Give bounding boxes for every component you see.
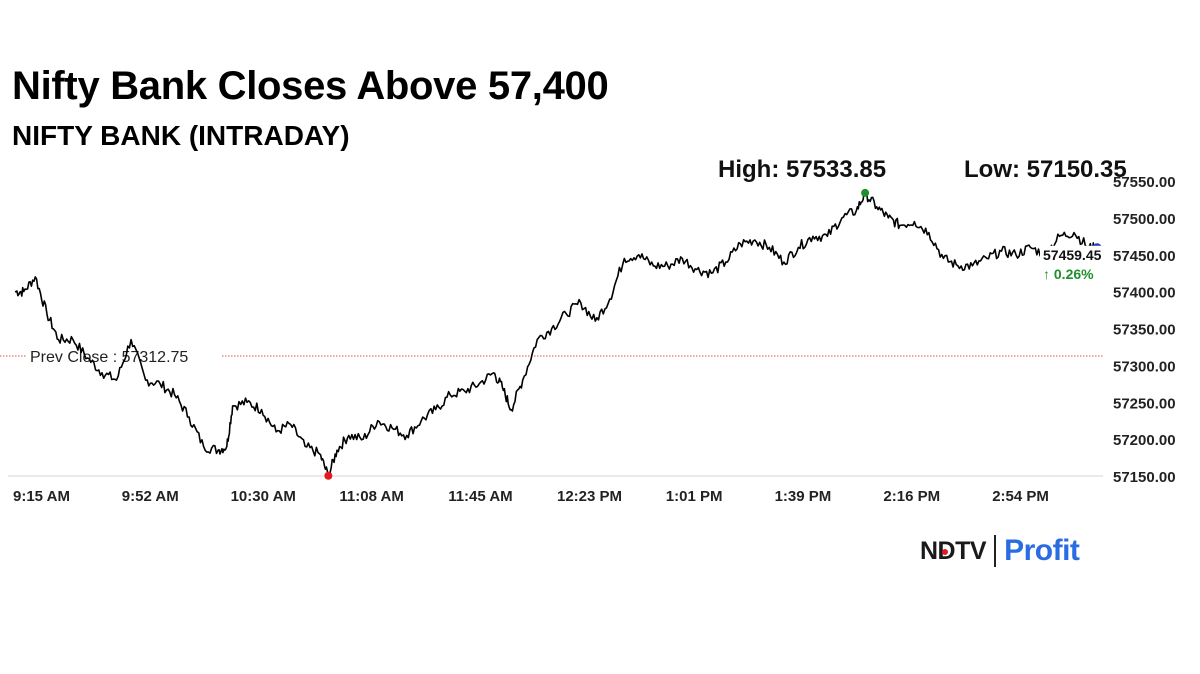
low-stat: Low: 57150.35 [964,156,1127,183]
x-tick-label: 12:23 PM [557,488,622,505]
x-tick-label: 2:54 PM [992,488,1049,505]
change-label: ↑ 0.26% [1043,266,1094,282]
ndtv-profit-logo: NDTV Profit [920,534,1080,568]
chart-title: NIFTY BANK (INTRADAY) [12,120,350,151]
x-tick-label: 1:39 PM [775,488,832,505]
logo-ndtv-text: NDTV [920,536,987,565]
high-point-marker [861,188,870,197]
y-tick-label: 57200.00 [1113,432,1176,449]
y-tick-label: 57300.00 [1113,358,1176,375]
x-tick-label: 1:01 PM [666,488,723,505]
low-point-marker [324,471,333,480]
y-tick-label: 57350.00 [1113,322,1176,339]
last-value-label: 57459.45 [1043,247,1102,263]
prev-close-label-bg [26,344,222,364]
high-stat: High: 57533.85 [718,156,887,183]
price-line [14,189,1098,479]
last-value-bg [1040,245,1102,286]
x-tick-label: 10:30 AM [231,488,296,505]
prev-close-label: Prev Close : 57312.75 [30,349,188,366]
y-tick-label: 57500.00 [1113,211,1176,228]
y-tick-label: 57550.00 [1113,174,1176,191]
headline: Nifty Bank Closes Above 57,400 [12,64,609,108]
x-tick-label: 9:52 AM [122,488,179,505]
x-tick-label: 2:16 PM [883,488,940,505]
logo-profit-text: Profit [1004,534,1080,567]
y-tick-label: 57250.00 [1113,395,1176,412]
y-tick-label: 57400.00 [1113,285,1176,302]
x-tick-label: 11:45 AM [448,488,512,505]
x-tick-label: 11:08 AM [339,488,403,505]
y-tick-label: 57450.00 [1113,248,1176,265]
x-tick-label: 9:15 AM [13,488,70,505]
y-tick-label: 57150.00 [1113,469,1176,486]
